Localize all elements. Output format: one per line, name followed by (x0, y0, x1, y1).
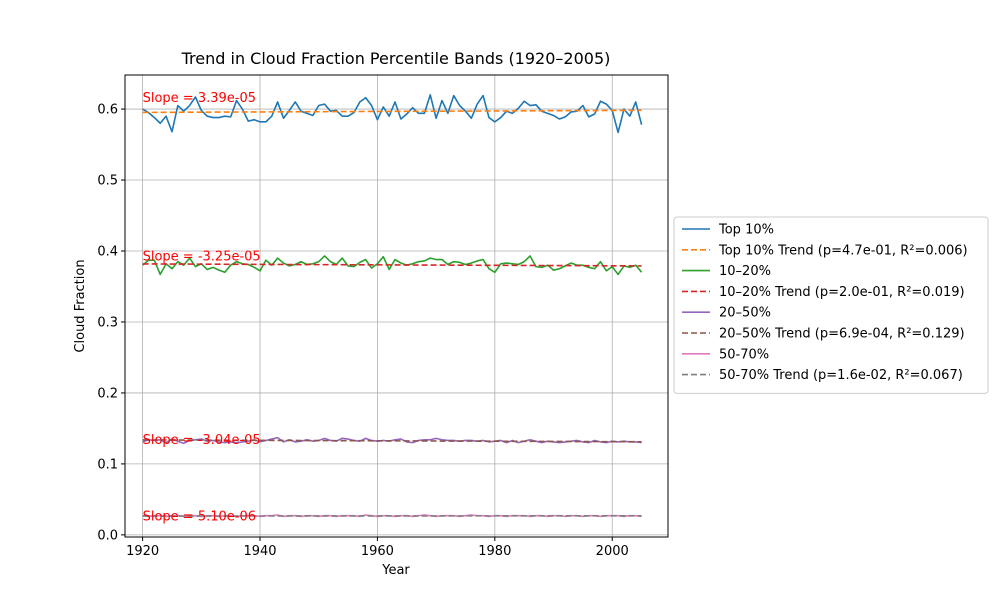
annotation-layer: Slope = 3.39e-05 Slope = -3.25e-05 Slope =… (143, 91, 261, 525)
legend-label: Top 10% (718, 223, 774, 238)
x-tick-label: 1940 (243, 544, 276, 559)
x-tick-label: 1920 (126, 544, 159, 559)
legend: Top 10% Top 10% Trend (p=4.7e-01, R²=0.00… (673, 216, 989, 394)
y-axis: 0.0 0.1 0.2 0.3 0.4 0.5 0.6 (97, 103, 125, 543)
series-line-4 (142, 436, 642, 445)
slope-annotation: Slope = 5.10e-06 (143, 510, 256, 525)
legend-label: Top 10% Trend (p=4.7e-01, R²=0.006) (718, 243, 968, 258)
chart-title: Trend in Cloud Fraction Percentile Bands… (181, 49, 611, 68)
series-line-1 (142, 109, 642, 114)
series-line-0 (142, 94, 643, 134)
y-tick-label: 0.0 (97, 528, 118, 543)
y-tick-label: 0.5 (97, 174, 118, 189)
legend-box (673, 216, 989, 394)
legend-label: 50-70% (719, 347, 769, 362)
plot-frame (124, 74, 669, 538)
x-tick-label: 1980 (478, 544, 511, 559)
x-axis-title: Year (381, 563, 410, 578)
x-tick-label: 2000 (596, 544, 629, 559)
y-tick-label: 0.1 (97, 457, 118, 472)
y-tick-label: 0.3 (97, 315, 118, 330)
series-line-3 (142, 263, 642, 267)
x-axis: 1920 1940 1960 1980 2000 (126, 537, 629, 559)
series-line-5 (142, 439, 642, 443)
legend-label: 20–50% (719, 306, 771, 321)
series-layer (142, 94, 643, 518)
legend-label: 20–50% Trend (p=6.9e-04, R²=0.129) (719, 327, 965, 342)
slope-annotation: Slope = -3.25e-05 (143, 249, 261, 264)
legend-label: 10–20% (719, 264, 771, 279)
slope-annotation: Slope = -3.04e-05 (143, 433, 261, 448)
y-tick-label: 0.4 (97, 245, 118, 260)
x-tick-label: 1960 (361, 544, 394, 559)
y-axis-title: Cloud Fraction (73, 259, 88, 352)
legend-label: 10–20% Trend (p=2.0e-01, R²=0.019) (719, 285, 965, 300)
series-line-2 (142, 255, 643, 276)
legend-label: 50-70% Trend (p=1.6e-02, R²=0.067) (719, 368, 963, 383)
slope-annotation: Slope = 3.39e-05 (143, 91, 256, 106)
grid (125, 75, 668, 537)
y-tick-label: 0.2 (97, 386, 118, 401)
y-tick-label: 0.6 (97, 103, 118, 118)
